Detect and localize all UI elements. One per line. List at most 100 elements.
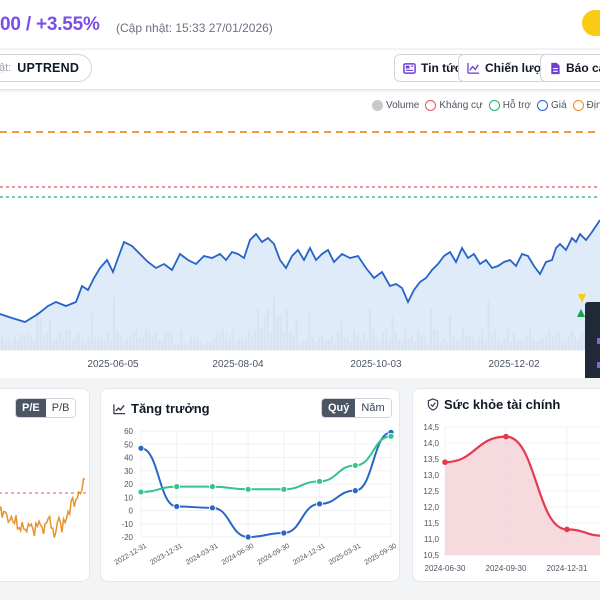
x-tick: 2024-12-31 xyxy=(292,543,327,567)
y-tick: 11,5 xyxy=(424,519,440,528)
growth-point[interactable] xyxy=(209,483,216,491)
growth-point[interactable] xyxy=(351,462,359,469)
growth-point[interactable] xyxy=(316,500,323,508)
y-tick: 20 xyxy=(124,480,133,489)
growth-title-text: Tăng trưởng xyxy=(131,401,210,416)
line-chart-icon xyxy=(113,403,126,414)
growth-point[interactable] xyxy=(173,483,181,491)
legend-label: Volume xyxy=(386,100,420,111)
tooltip-swatch xyxy=(597,338,600,344)
pe-chart xyxy=(0,478,89,538)
tooltip-panel[interactable] xyxy=(585,302,600,378)
growth-point[interactable] xyxy=(244,485,252,493)
growth-point[interactable] xyxy=(280,485,288,493)
buy-signal-marker[interactable] xyxy=(578,294,586,303)
growth-point[interactable] xyxy=(351,487,359,495)
x-tick: 2025-03-31 xyxy=(328,543,363,567)
growth-point[interactable] xyxy=(209,504,216,512)
y-tick: -10 xyxy=(121,520,133,529)
legend-label: Hỗ trợ xyxy=(502,100,531,111)
trend-chart-icon xyxy=(467,62,480,74)
chart-legend: Volume Kháng cự Hỗ trợ Giá Định g xyxy=(372,100,600,111)
tooltip-swatch xyxy=(597,362,600,368)
legend-item-volume[interactable]: Volume xyxy=(372,100,419,111)
legend-item-support[interactable]: Hỗ trợ xyxy=(488,100,531,111)
x-tick: 2024-06-30 xyxy=(425,564,466,573)
x-tick: 2023-12-31 xyxy=(149,543,184,567)
legend-label: Định g xyxy=(586,100,600,111)
report-label: Báo cáo xyxy=(566,61,600,75)
y-tick: 10,5 xyxy=(423,551,439,560)
y-tick: 13,0 xyxy=(423,471,439,480)
growth-point[interactable] xyxy=(137,444,145,452)
news-label: Tin tức xyxy=(421,61,462,75)
quarter-tab[interactable]: Quý xyxy=(322,399,356,417)
x-tick: 2025-12-02 xyxy=(488,359,540,370)
news-button[interactable]: Tin tức xyxy=(394,54,471,82)
y-tick: 11,0 xyxy=(424,535,440,544)
legend-item-resistance[interactable]: Kháng cự xyxy=(425,100,483,111)
health-point[interactable] xyxy=(442,459,448,465)
x-tick: 2024-03-31 xyxy=(185,543,220,567)
period-toggle: Quý Năm xyxy=(321,398,392,418)
health-area xyxy=(445,436,600,555)
shield-icon xyxy=(427,398,439,411)
buy-signal-arrow[interactable] xyxy=(577,309,585,317)
legend-label: Giá xyxy=(550,100,567,111)
y-tick: 60 xyxy=(124,427,133,436)
growth-point[interactable] xyxy=(316,477,323,485)
growth-point[interactable] xyxy=(280,529,288,537)
report-button[interactable]: Báo cáo xyxy=(540,54,600,82)
health-line xyxy=(444,435,600,537)
x-tick: 2024-06-30 xyxy=(221,543,256,567)
health-chart: 14,5 14,0 13,5 13,0 12,5 12,0 11,5 11,0 10,5 2024… xyxy=(423,423,600,573)
growth-title: Tăng trưởng xyxy=(113,401,210,416)
y-tick: 12,0 xyxy=(423,503,439,512)
trend-status-badge: ật: UPTREND xyxy=(0,54,92,82)
document-icon xyxy=(551,62,560,74)
growth-point[interactable] xyxy=(244,533,252,541)
legend-swatch xyxy=(425,100,437,111)
pe-line xyxy=(0,478,85,538)
pb-tab[interactable]: P/B xyxy=(45,399,76,417)
trend-value: UPTREND xyxy=(17,61,80,75)
price-change: 00 / +3.55% xyxy=(0,14,100,35)
growth-point[interactable] xyxy=(137,488,145,496)
y-tick: -20 xyxy=(121,533,133,542)
x-tick: 2025-09-30 xyxy=(363,543,398,567)
trend-prefix: ật: xyxy=(0,62,12,74)
pe-card: P/E P/B xyxy=(0,388,90,582)
health-point[interactable] xyxy=(503,433,509,440)
legend-swatch xyxy=(572,100,584,111)
growth-point[interactable] xyxy=(173,503,181,510)
update-timestamp: (Cập nhật: 15:33 27/01/2026) xyxy=(116,21,273,35)
y-tick: 50 xyxy=(124,440,133,449)
health-point[interactable] xyxy=(564,526,570,533)
legend-swatch xyxy=(488,100,500,111)
y-tick: 14,0 xyxy=(423,439,439,448)
legend-label: Kháng cự xyxy=(439,100,483,111)
growth-card: Tăng trưởng Quý Năm 60 50 40 30 20 10 0 -10 -20 2… xyxy=(100,388,400,582)
legend-swatch xyxy=(536,100,548,111)
y-tick: 30 xyxy=(124,467,133,476)
health-card: Sức khỏe tài chính 14,5 14,0 13,5 13,0 12,5 1… xyxy=(412,388,600,582)
legend-swatch xyxy=(372,100,383,111)
year-tab[interactable]: Năm xyxy=(355,399,391,417)
action-button[interactable] xyxy=(582,10,600,36)
legend-item-valuation[interactable]: Định g xyxy=(572,100,600,111)
price-chart-plot: 2025-06-05 2025-08-04 2025-10-03 2025-12… xyxy=(0,131,600,378)
y-tick: 10 xyxy=(124,493,133,502)
price-chart: Volume Kháng cự Hỗ trợ Giá Định g xyxy=(0,92,600,378)
price-line xyxy=(0,219,600,323)
y-tick: 40 xyxy=(124,454,133,463)
x-tick: 2025-10-03 xyxy=(350,359,402,370)
legend-item-price[interactable]: Giá xyxy=(536,100,567,111)
growth-point[interactable] xyxy=(387,432,395,440)
price-header: 00 / +3.55% (Cập nhật: 15:33 27/01/2026) xyxy=(0,0,600,48)
pe-tab[interactable]: P/E xyxy=(16,399,46,417)
x-tick: 2024-09-30 xyxy=(256,543,291,567)
x-tick: 2024-12-31 xyxy=(547,564,588,573)
x-tick: 2024-09-30 xyxy=(486,564,527,573)
